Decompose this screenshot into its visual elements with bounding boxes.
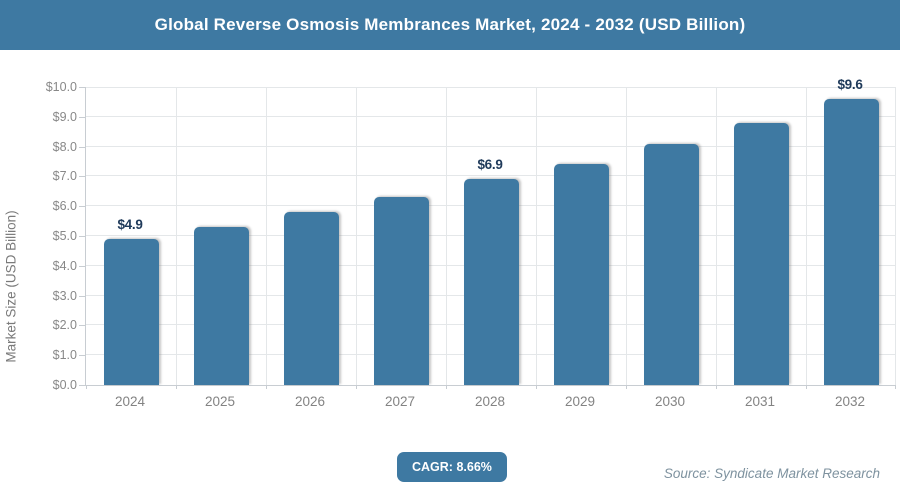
x-tick-label: 2030 — [654, 394, 686, 409]
x-tick-mark — [895, 385, 896, 389]
y-tick-label: $0.0 — [52, 378, 77, 392]
bar-2031 — [733, 123, 789, 385]
bar-2025 — [193, 227, 249, 385]
bar-value-label: $9.6 — [837, 77, 863, 92]
y-tick-label: $8.0 — [52, 139, 77, 154]
gridline-vertical — [626, 87, 627, 385]
y-tick-label: $4.0 — [52, 258, 77, 273]
y-tick-mark — [79, 385, 85, 386]
bar-2029 — [553, 164, 609, 385]
bar-value-label: $4.9 — [117, 217, 143, 232]
gridline-vertical — [176, 87, 177, 385]
x-tick-label: 2026 — [294, 394, 326, 409]
y-tick-label: $10.0 — [45, 80, 77, 94]
source-text: Source: Syndicate Market Research — [663, 466, 880, 481]
gridline-vertical — [356, 87, 357, 385]
y-tick-mark — [79, 265, 85, 267]
x-tick-mark — [356, 385, 357, 389]
x-tick-mark — [716, 385, 717, 389]
x-tick-label: 2024 — [114, 394, 146, 409]
x-tick-label: 2029 — [564, 394, 596, 409]
x-tick-mark — [266, 385, 267, 389]
gridline-vertical — [716, 87, 717, 385]
plot-area — [79, 87, 896, 389]
y-tick-mark — [79, 295, 85, 297]
gridline-vertical — [266, 87, 267, 385]
bar-2030 — [643, 144, 699, 385]
y-tick-mark — [79, 87, 85, 88]
y-tick-label: $1.0 — [52, 348, 77, 363]
y-tick-mark — [79, 325, 85, 327]
x-tick-label: 2028 — [474, 394, 506, 409]
gridline-horizontal — [86, 87, 896, 88]
gridline-horizontal — [86, 115, 896, 117]
y-tick-label: $6.0 — [52, 199, 77, 214]
x-tick-mark — [446, 385, 447, 389]
gridline-vertical — [536, 87, 537, 385]
y-tick-label: $3.0 — [52, 288, 77, 303]
y-tick-label: $2.0 — [52, 318, 77, 333]
x-tick-mark — [176, 385, 177, 389]
x-tick-label: 2032 — [834, 394, 866, 409]
y-tick-mark — [79, 176, 85, 178]
x-tick-mark — [536, 385, 537, 389]
bar-2032 — [823, 99, 879, 385]
x-tick-label: 2027 — [384, 394, 416, 409]
y-tick-label: $9.0 — [52, 109, 77, 124]
gridline-vertical — [895, 87, 896, 385]
chart-title: Global Reverse Osmosis Membrances Market… — [154, 15, 746, 34]
y-tick-mark — [79, 146, 85, 148]
x-tick-label: 2025 — [204, 394, 236, 409]
y-tick-label: $5.0 — [52, 229, 77, 243]
chart-area: Market Size (USD Billion) $0.0 $1.0 $2.0 $3… — [0, 50, 900, 450]
x-tick-mark — [626, 385, 627, 389]
bar-2027 — [373, 197, 429, 385]
x-tick-mark — [86, 385, 87, 389]
y-tick-mark — [79, 116, 85, 118]
gridline-horizontal — [86, 145, 896, 147]
header-band: Global Reverse Osmosis Membrances Market… — [0, 0, 900, 50]
bar-2028 — [463, 179, 519, 385]
gridline-vertical — [806, 87, 807, 385]
x-tick-mark — [806, 385, 807, 389]
x-tick-label: 2031 — [744, 394, 776, 409]
gridline-horizontal — [86, 175, 896, 177]
y-tick-mark — [79, 236, 85, 237]
y-tick-mark — [79, 206, 85, 208]
bar-2026 — [283, 212, 339, 385]
y-tick-mark — [79, 355, 85, 357]
bar-value-label: $6.9 — [477, 157, 503, 172]
cagr-badge: CAGR: 8.66% — [397, 452, 507, 482]
gridline-vertical — [446, 87, 447, 385]
y-tick-label: $7.0 — [52, 169, 77, 184]
bar-2024 — [103, 239, 159, 385]
